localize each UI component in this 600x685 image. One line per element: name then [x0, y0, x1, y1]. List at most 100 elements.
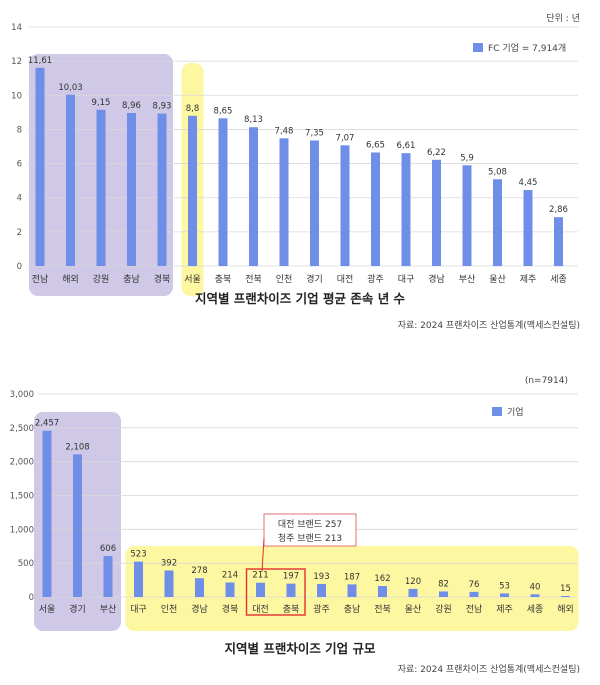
- data-label: 5,9: [460, 153, 474, 163]
- data-label: 6,61: [397, 141, 416, 151]
- x-tick-label: 전남: [466, 604, 483, 615]
- data-label: 214: [222, 571, 238, 581]
- data-label: 278: [191, 566, 207, 576]
- bar-경남: [432, 159, 441, 266]
- x-tick-label: 해외: [557, 603, 574, 615]
- data-label: 15: [560, 584, 571, 594]
- y-tick-label: 2: [17, 228, 22, 238]
- bar-충남: [347, 584, 357, 597]
- bar-광주: [371, 152, 380, 266]
- data-label: 82: [438, 579, 449, 589]
- bar-제주: [523, 190, 533, 266]
- bar-경북: [225, 582, 235, 597]
- data-label: 8,13: [244, 115, 263, 125]
- x-tick-label: 대구: [130, 604, 147, 615]
- bar-경남: [195, 578, 204, 597]
- data-label: 4,45: [519, 178, 538, 188]
- data-label: 40: [530, 582, 541, 592]
- y-tick-label: 6: [17, 160, 22, 170]
- bar-제주: [500, 593, 509, 597]
- x-tick-label: 대구: [398, 274, 415, 285]
- y-tick-label: 1,000: [10, 525, 34, 535]
- bar-세종: [530, 594, 540, 597]
- bar-경기: [73, 454, 82, 597]
- x-tick-label: 인천: [161, 604, 178, 615]
- bar-세종: [554, 217, 563, 266]
- data-label: 10,03: [58, 83, 82, 93]
- data-label: 187: [344, 572, 360, 582]
- data-label: 193: [313, 572, 329, 582]
- x-tick-label: 부산: [459, 274, 476, 285]
- chart-title: 지역별 프랜차이즈 기업 규모: [224, 641, 376, 656]
- annotation-connector: [261, 537, 265, 573]
- data-label: 6,22: [427, 148, 446, 158]
- bar-전남: [35, 67, 45, 266]
- bar-울산: [408, 588, 418, 597]
- data-label: 162: [374, 574, 390, 584]
- bar-해외: [66, 94, 75, 266]
- y-tick-label: 4: [17, 194, 22, 204]
- annotation-box: [263, 513, 357, 547]
- bar-서울: [188, 115, 197, 267]
- bar-대구: [401, 153, 411, 266]
- legend-swatch: [473, 43, 483, 52]
- bar-부산: [462, 165, 472, 266]
- annotation-line-1: 대전 브랜드 257: [278, 519, 342, 530]
- x-tick-label: 서울: [39, 604, 56, 615]
- bar-충북: [286, 583, 296, 597]
- data-label: 120: [405, 577, 421, 587]
- bar-부산: [103, 555, 113, 597]
- data-label: 211: [252, 571, 268, 581]
- unit-note: 단위 : 년: [546, 13, 580, 24]
- bar-인천: [164, 570, 174, 597]
- x-tick-label: 경남: [191, 603, 208, 615]
- x-tick-label: 경북: [222, 603, 239, 615]
- bar-대전: [256, 582, 265, 597]
- chart-franchise-size: 2,457 2,108 606 523 392 278 214 211 197 193 187 162…: [0, 350, 600, 681]
- y-tick-label: 0: [17, 262, 22, 272]
- bar-대전: [340, 145, 350, 266]
- bar-충북: [218, 118, 228, 266]
- data-label: 606: [100, 544, 116, 554]
- x-tick-label: 세종: [527, 604, 544, 615]
- data-label: 9,15: [92, 98, 111, 108]
- data-label: 523: [130, 550, 146, 560]
- bar-전북: [249, 127, 258, 266]
- x-tick-label: 서울: [184, 274, 201, 285]
- data-label: 2,457: [35, 419, 59, 429]
- x-tick-label: 대전: [337, 274, 354, 285]
- data-label: 7,07: [336, 133, 355, 143]
- bar-울산: [493, 179, 502, 266]
- bar-경기: [310, 140, 319, 266]
- chart-title: 지역별 프랜차이즈 기업 평균 존속 년 수: [195, 291, 406, 306]
- x-tick-label: 강원: [93, 274, 110, 285]
- bar-경북: [157, 113, 167, 266]
- source-note: 자료: 2024 프랜차이즈 산업통계(맥세스컨설팅): [398, 319, 580, 331]
- x-tick-label: 제주: [496, 604, 513, 615]
- chart-avg-survival-years: 11,61 10,03 9,15 8,96 8,93 8,8 8,65 8,13 7,48 7,3…: [0, 0, 600, 340]
- data-label: 2,108: [65, 442, 89, 452]
- x-tick-label: 대전: [252, 604, 269, 615]
- y-tick-label: 8: [17, 125, 22, 135]
- source-note: 자료: 2024 프랜차이즈 산업통계(맥세스컨설팅): [398, 663, 580, 675]
- legend-label: 기업: [507, 407, 524, 418]
- x-tick-label: 부산: [100, 604, 117, 615]
- x-tick-label: 해외: [62, 273, 79, 285]
- data-label: 6,65: [366, 140, 385, 150]
- bar-강원: [96, 109, 106, 267]
- highlight-box-daejeon-chungbuk: [245, 568, 306, 616]
- data-label: 197: [283, 572, 299, 582]
- data-label: 11,61: [28, 56, 52, 66]
- y-tick-label: 2,000: [10, 458, 34, 468]
- annotation-line-2: 청주 브랜드 213: [278, 533, 342, 544]
- x-tick-label: 강원: [435, 604, 452, 615]
- bar-인천: [279, 138, 289, 266]
- bar-해외: [561, 595, 570, 597]
- x-tick-label: 경기: [69, 603, 86, 615]
- data-label: 5,08: [488, 167, 507, 177]
- y-tick-label: 10: [11, 91, 22, 101]
- bar-서울: [42, 430, 52, 597]
- chart-1-svg: 11,61 10,03 9,15 8,96 8,93 8,8 8,65 8,13 7,48 7,3…: [11, 13, 580, 331]
- x-tick-label: 충북: [283, 604, 300, 615]
- y-tick-label: 14: [11, 23, 22, 33]
